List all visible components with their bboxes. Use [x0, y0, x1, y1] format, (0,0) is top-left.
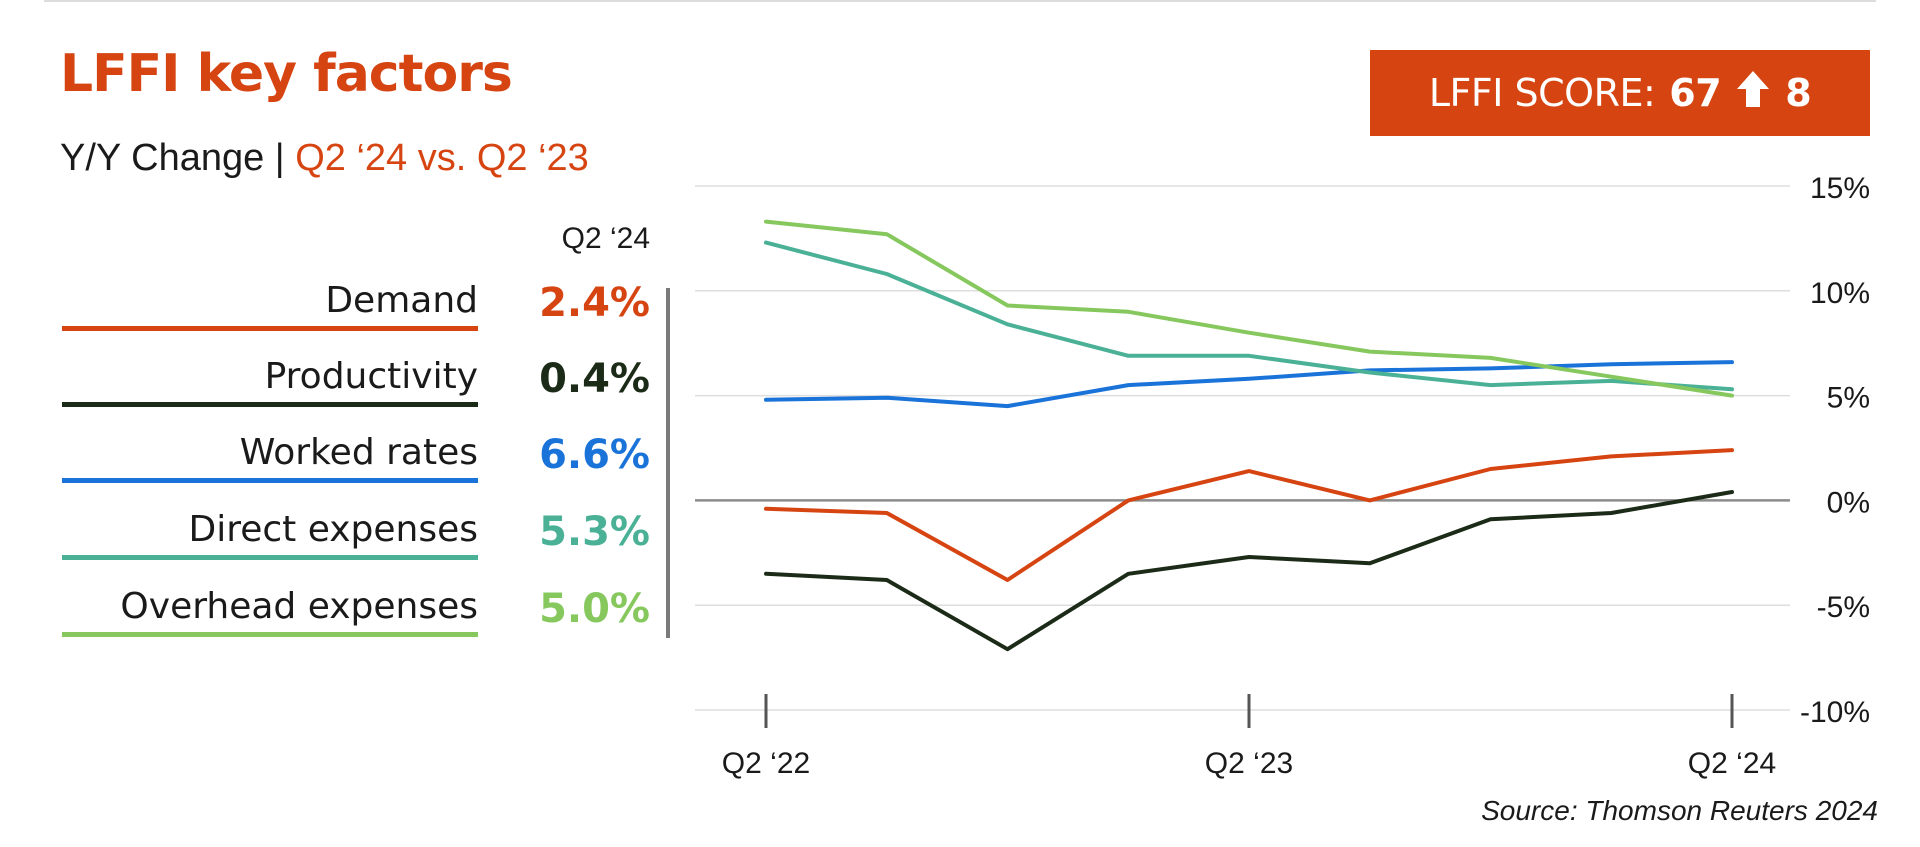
legend-column-header: Q2 ‘24 — [561, 222, 650, 255]
legend-value-demand: 2.4% — [539, 280, 650, 326]
legend-label: Overhead expenses — [120, 586, 478, 627]
top-rule — [44, 0, 1876, 2]
series-line-demand — [764, 448, 1734, 582]
score-change: 8 — [1785, 71, 1812, 115]
legend-swatch — [62, 555, 478, 560]
series-line-worked-rates — [764, 360, 1734, 409]
x-tick-label: Q2 ‘23 — [1205, 747, 1293, 780]
series-line-overhead-expenses — [764, 219, 1734, 398]
legend-value-productivity: 0.4% — [539, 356, 650, 402]
y-tick-label: 5% — [1827, 382, 1870, 415]
legend-value-worked-rates: 6.6% — [539, 432, 650, 478]
legend-value-overhead-expenses: 5.0% — [539, 586, 650, 632]
subtitle-period: Q2 ‘24 vs. Q2 ‘23 — [295, 137, 589, 179]
y-tick-label: -10% — [1800, 696, 1870, 729]
x-tick-label: Q2 ‘24 — [1688, 747, 1776, 780]
series-line-direct-expenses — [764, 240, 1734, 392]
score-label: LFFI SCORE: — [1428, 71, 1656, 115]
legend-item-worked-rates: Worked rates — [62, 421, 478, 483]
legend-label: Worked rates — [239, 432, 478, 473]
y-tick-label: -5% — [1817, 591, 1870, 624]
legend-swatch — [62, 478, 478, 483]
y-tick-label: 10% — [1810, 277, 1870, 310]
legend-swatch — [62, 632, 478, 637]
subtitle-prefix: Y/Y Change | — [60, 137, 296, 179]
legend-label: Direct expenses — [188, 509, 478, 550]
y-tick-label: 15% — [1810, 172, 1870, 205]
legend-item-demand: Demand — [62, 269, 478, 331]
legend-item-productivity: Productivity — [62, 345, 478, 407]
legend-label: Productivity — [264, 356, 478, 397]
series-line-productivity — [764, 490, 1734, 652]
legend-item-direct-expenses: Direct expenses — [62, 498, 478, 560]
x-tick-label: Q2 ‘22 — [722, 747, 810, 780]
score-badge: LFFI SCORE: 67 8 — [1370, 50, 1870, 136]
legend-swatch — [62, 402, 478, 407]
page-subtitle: Y/Y Change | Q2 ‘24 vs. Q2 ‘23 — [60, 137, 589, 180]
score-value: 67 — [1669, 71, 1722, 115]
y-tick-label: 0% — [1827, 486, 1870, 519]
legend-swatch — [62, 326, 478, 331]
page-title: LFFI key factors — [60, 44, 513, 104]
source-note: Source: Thomson Reuters 2024 — [1481, 795, 1878, 826]
up-arrow-icon — [1735, 69, 1771, 118]
legend-label: Demand — [325, 280, 478, 321]
legend-value-direct-expenses: 5.3% — [539, 509, 650, 555]
legend-item-overhead-expenses: Overhead expenses — [62, 575, 478, 637]
legend-divider — [666, 288, 670, 638]
